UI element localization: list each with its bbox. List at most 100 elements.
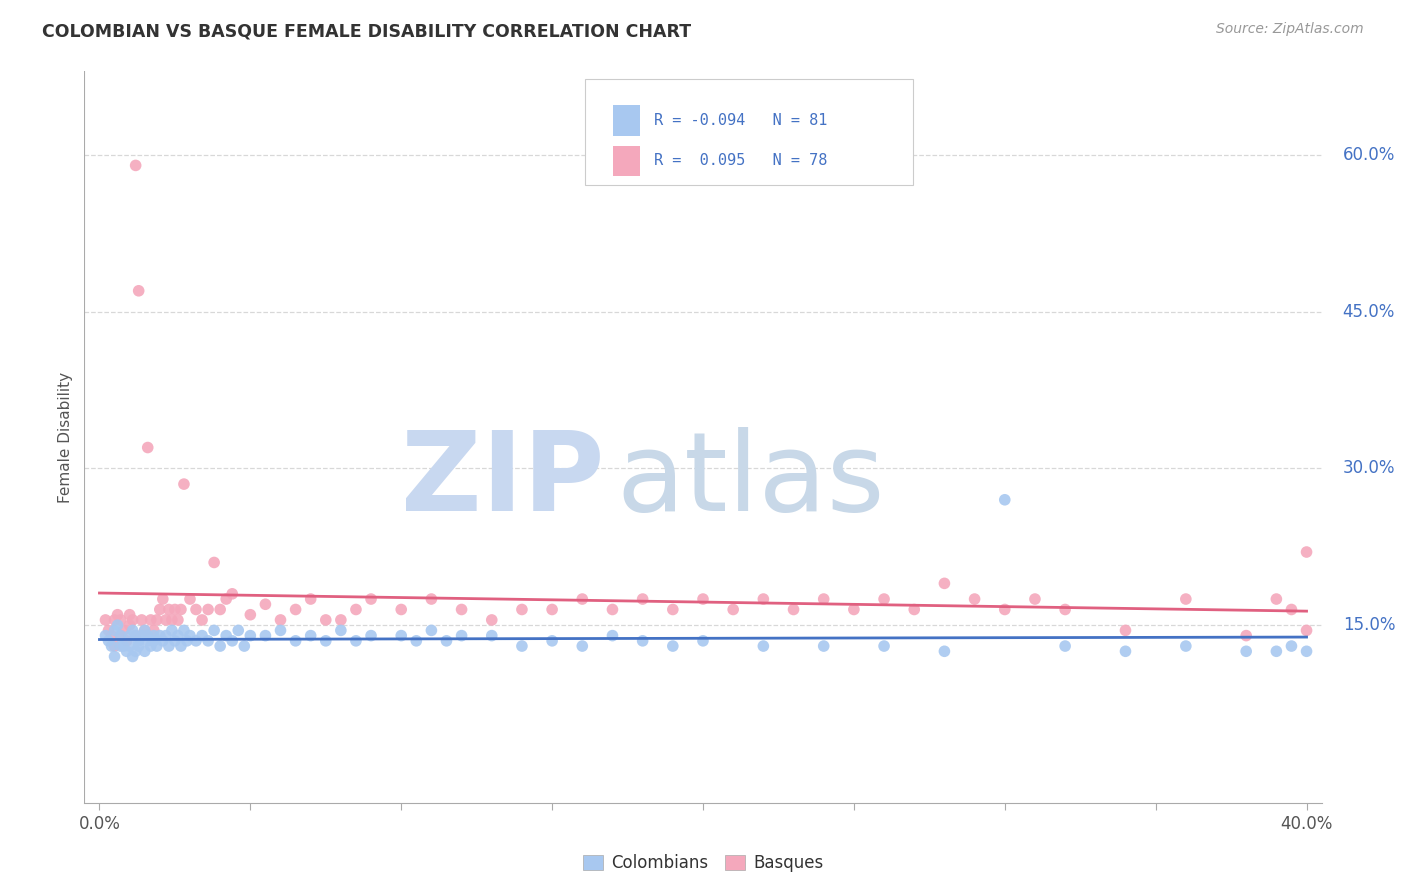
Point — [692, 633, 714, 648]
Point — [124, 629, 146, 643]
Point — [149, 629, 172, 643]
Point — [110, 639, 132, 653]
Point — [209, 602, 232, 616]
Point — [541, 602, 564, 616]
Point — [139, 639, 162, 653]
Point — [510, 639, 533, 653]
Point — [389, 629, 412, 643]
Point — [136, 441, 159, 455]
Point — [510, 602, 533, 616]
Point — [994, 602, 1017, 616]
Point — [110, 629, 132, 643]
Point — [873, 592, 896, 607]
Text: atlas: atlas — [616, 427, 884, 534]
Text: 60.0%: 60.0% — [1343, 146, 1395, 164]
Point — [146, 639, 169, 653]
Point — [602, 629, 624, 643]
Point — [270, 613, 292, 627]
Point — [813, 639, 835, 653]
Point — [170, 639, 193, 653]
Point — [115, 644, 138, 658]
Point — [662, 602, 685, 616]
Point — [107, 618, 129, 632]
Point — [124, 629, 146, 643]
Point — [1281, 602, 1303, 616]
Point — [481, 629, 503, 643]
Point — [131, 629, 153, 643]
Point — [450, 602, 472, 616]
Point — [184, 602, 207, 616]
Point — [1295, 545, 1317, 559]
Legend: Colombians, Basques: Colombians, Basques — [576, 847, 830, 879]
Point — [107, 607, 129, 622]
Point — [191, 629, 214, 643]
Point — [155, 629, 177, 643]
Point — [118, 639, 141, 653]
Point — [1265, 592, 1288, 607]
Point — [163, 633, 186, 648]
Point — [97, 624, 120, 638]
Point — [389, 602, 412, 616]
Point — [1295, 644, 1317, 658]
Point — [1295, 624, 1317, 638]
Point — [420, 592, 443, 607]
Point — [202, 556, 225, 570]
Point — [344, 633, 367, 648]
Point — [128, 639, 150, 653]
Point — [226, 624, 249, 638]
Point — [139, 613, 162, 627]
Point — [152, 592, 174, 607]
Point — [124, 158, 146, 172]
Point — [103, 649, 125, 664]
Point — [97, 633, 120, 648]
Point — [197, 633, 219, 648]
Point — [160, 624, 183, 638]
Point — [202, 624, 225, 638]
Point — [233, 639, 256, 653]
Point — [157, 639, 180, 653]
Point — [903, 602, 925, 616]
Point — [94, 629, 117, 643]
Point — [692, 592, 714, 607]
Text: R =  0.095   N = 78: R = 0.095 N = 78 — [654, 153, 827, 169]
Point — [128, 633, 150, 648]
Point — [254, 629, 277, 643]
Point — [299, 629, 322, 643]
Point — [631, 592, 654, 607]
Point — [112, 624, 135, 638]
Point — [215, 629, 238, 643]
Point — [360, 592, 382, 607]
Point — [167, 629, 190, 643]
Point — [1265, 644, 1288, 658]
Point — [134, 624, 156, 638]
Point — [157, 602, 180, 616]
Point — [541, 633, 564, 648]
Point — [136, 629, 159, 643]
Point — [136, 633, 159, 648]
Point — [1114, 644, 1136, 658]
Text: ZIP: ZIP — [401, 427, 605, 534]
Bar — [613, 145, 640, 177]
Text: 30.0%: 30.0% — [1343, 459, 1395, 477]
Point — [176, 633, 198, 648]
Point — [115, 633, 138, 648]
Point — [179, 592, 201, 607]
Point — [134, 644, 156, 658]
Point — [1234, 629, 1257, 643]
Point — [360, 629, 382, 643]
Point — [752, 592, 775, 607]
Point — [121, 613, 143, 627]
Point — [215, 592, 238, 607]
Point — [142, 633, 165, 648]
Point — [329, 613, 352, 627]
Point — [481, 613, 503, 627]
Point — [112, 639, 135, 653]
Text: R = -0.094   N = 81: R = -0.094 N = 81 — [654, 113, 827, 128]
Point — [94, 613, 117, 627]
Point — [571, 639, 593, 653]
Point — [152, 633, 174, 648]
Point — [284, 633, 307, 648]
Text: COLOMBIAN VS BASQUE FEMALE DISABILITY CORRELATION CHART: COLOMBIAN VS BASQUE FEMALE DISABILITY CO… — [42, 22, 692, 40]
Point — [103, 624, 125, 638]
Point — [128, 284, 150, 298]
